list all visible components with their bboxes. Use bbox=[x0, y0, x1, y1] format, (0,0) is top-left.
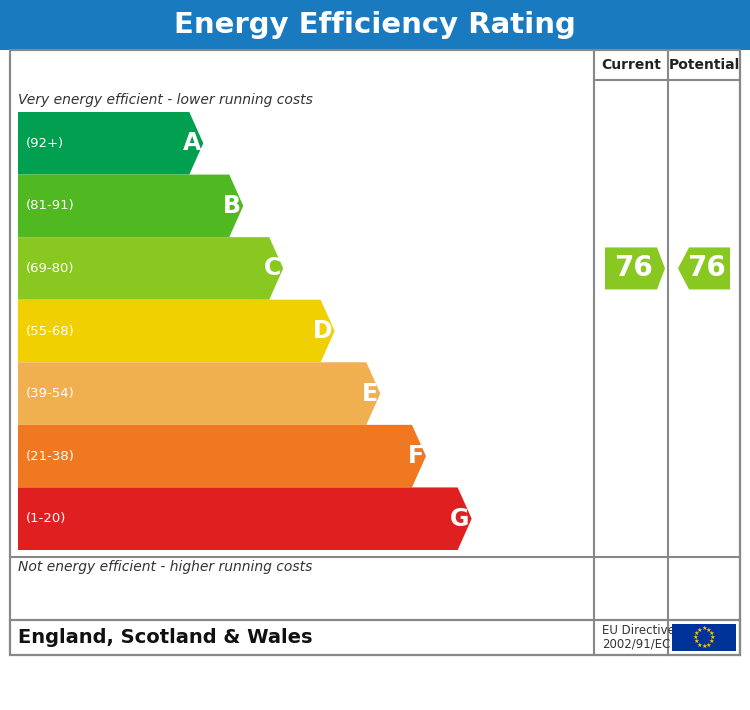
Text: ★: ★ bbox=[694, 630, 699, 635]
Polygon shape bbox=[18, 300, 334, 362]
Text: ★: ★ bbox=[692, 635, 698, 640]
Text: 76: 76 bbox=[614, 254, 652, 283]
Text: ★: ★ bbox=[701, 644, 706, 649]
Polygon shape bbox=[678, 247, 730, 290]
Text: F: F bbox=[408, 444, 424, 468]
Text: Current: Current bbox=[601, 58, 661, 72]
Polygon shape bbox=[18, 488, 472, 550]
Bar bbox=[10, 50, 740, 655]
Text: EU Directive: EU Directive bbox=[602, 623, 675, 636]
Text: (81-91): (81-91) bbox=[26, 200, 75, 212]
Text: Potential: Potential bbox=[668, 58, 740, 72]
Text: E: E bbox=[362, 381, 378, 405]
Text: G: G bbox=[450, 507, 470, 530]
Text: (55-68): (55-68) bbox=[26, 324, 75, 337]
Text: Energy Efficiency Rating: Energy Efficiency Rating bbox=[174, 11, 576, 39]
Bar bbox=[0, 0, 750, 50]
Text: (21-38): (21-38) bbox=[26, 449, 75, 463]
Text: B: B bbox=[224, 194, 242, 218]
Bar bbox=[10, 50, 740, 655]
Text: (92+): (92+) bbox=[26, 137, 64, 150]
Text: 2002/91/EC: 2002/91/EC bbox=[602, 638, 670, 650]
Text: ★: ★ bbox=[709, 630, 714, 635]
Text: C: C bbox=[264, 256, 281, 280]
Text: ★: ★ bbox=[709, 639, 714, 644]
Text: (69-80): (69-80) bbox=[26, 262, 74, 275]
Text: Very energy efficient - lower running costs: Very energy efficient - lower running co… bbox=[18, 93, 313, 107]
Text: ★: ★ bbox=[706, 628, 711, 633]
Polygon shape bbox=[18, 112, 203, 175]
Text: Not energy efficient - higher running costs: Not energy efficient - higher running co… bbox=[18, 560, 312, 574]
Text: 76: 76 bbox=[687, 254, 726, 283]
Text: ★: ★ bbox=[697, 643, 703, 648]
Polygon shape bbox=[18, 425, 426, 488]
Text: England, Scotland & Wales: England, Scotland & Wales bbox=[18, 628, 313, 647]
Polygon shape bbox=[18, 175, 243, 237]
Text: ★: ★ bbox=[701, 626, 706, 631]
Polygon shape bbox=[18, 362, 380, 425]
Polygon shape bbox=[18, 237, 284, 300]
Polygon shape bbox=[605, 247, 665, 290]
Text: ★: ★ bbox=[697, 628, 703, 633]
Text: (1-20): (1-20) bbox=[26, 512, 66, 525]
Bar bbox=[10, 620, 740, 655]
Text: ★: ★ bbox=[706, 643, 711, 648]
Text: ★: ★ bbox=[710, 635, 716, 640]
Text: (39-54): (39-54) bbox=[26, 387, 75, 400]
Text: D: D bbox=[313, 319, 333, 343]
Text: ★: ★ bbox=[694, 639, 699, 644]
Text: A: A bbox=[183, 131, 201, 155]
Bar bbox=[672, 624, 736, 651]
